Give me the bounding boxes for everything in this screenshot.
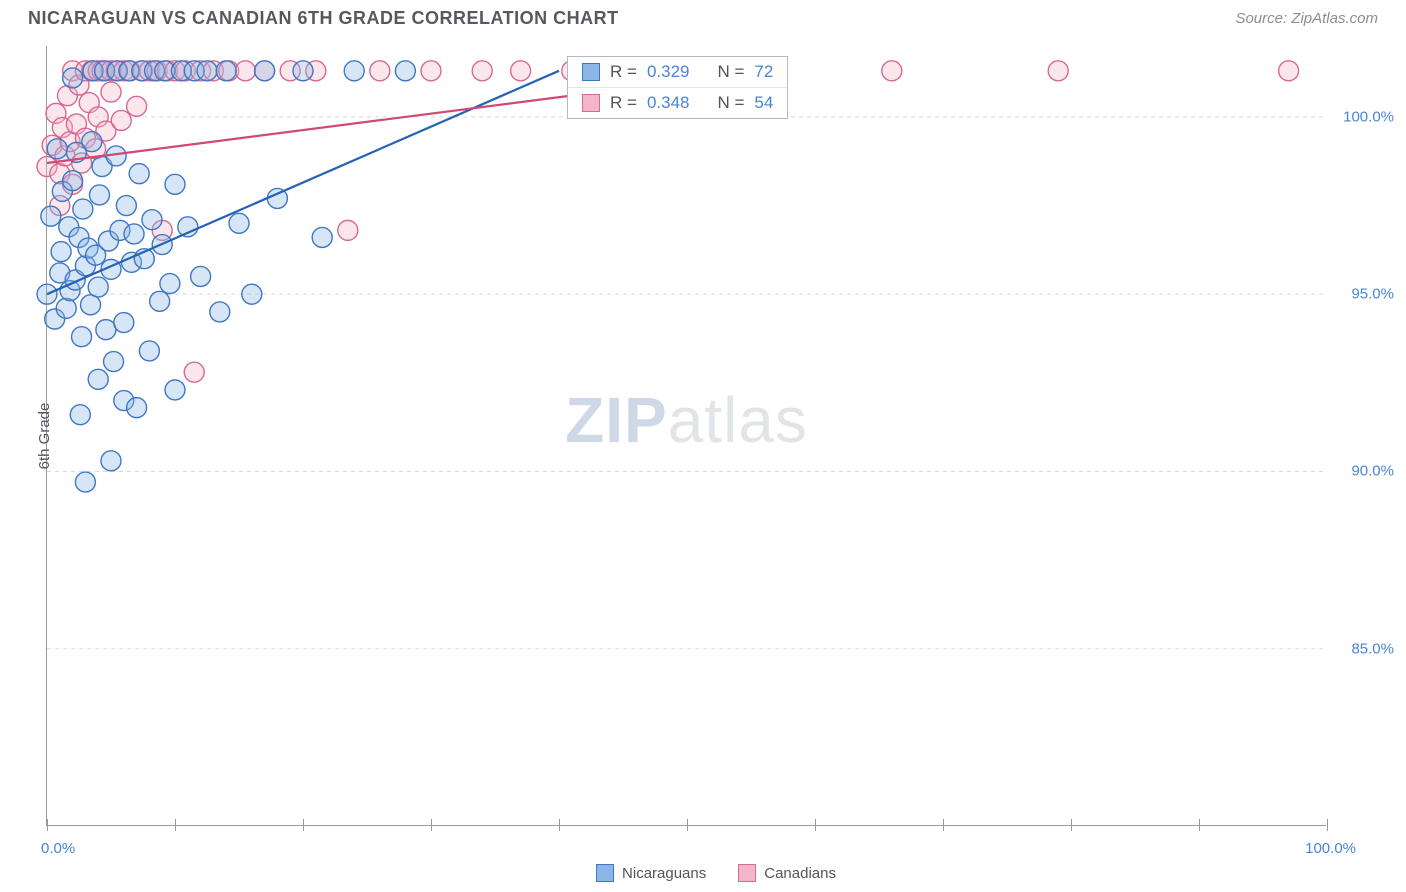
data-point-nicaraguans [114,313,134,333]
x-axis-start-label: 0.0% [41,840,75,857]
data-point-canadians [235,61,255,81]
data-point-canadians [472,61,492,81]
data-point-nicaraguans [72,327,92,347]
chart-title: NICARAGUAN VS CANADIAN 6TH GRADE CORRELA… [28,8,619,29]
chart-container: ZIPatlas 6th Grade 85.0%90.0%95.0%100.0%… [46,46,1386,846]
data-point-nicaraguans [255,61,275,81]
x-tick [1199,819,1200,831]
data-point-nicaraguans [63,171,83,191]
data-point-nicaraguans [88,277,108,297]
trend-line-nicaraguans [47,71,559,294]
data-point-nicaraguans [129,164,149,184]
data-point-canadians [127,96,147,116]
data-point-nicaraguans [142,210,162,230]
data-point-canadians [511,61,531,81]
x-tick [303,819,304,831]
stats-row-canadians: R = 0.348 N = 54 [568,87,787,118]
x-tick [559,819,560,831]
data-point-canadians [370,61,390,81]
x-tick [687,819,688,831]
data-point-nicaraguans [73,199,93,219]
data-point-nicaraguans [127,398,147,418]
data-point-nicaraguans [96,320,116,340]
n-label: N = [717,93,744,113]
x-tick [1071,819,1072,831]
x-axis-end-label: 100.0% [1305,840,1356,857]
data-point-nicaraguans [293,61,313,81]
y-tick-label: 85.0% [1351,640,1394,657]
legend-label-nicaraguans: Nicaraguans [622,865,706,882]
x-tick [175,819,176,831]
legend-item-canadians: Canadians [738,864,836,882]
r-value-canadians: 0.348 [647,93,690,113]
data-point-nicaraguans [312,227,332,247]
data-point-canadians [421,61,441,81]
data-point-nicaraguans [81,295,101,315]
data-point-canadians [1279,61,1299,81]
swatch-nicaraguans [582,63,600,81]
plot-area: ZIPatlas 6th Grade 85.0%90.0%95.0%100.0%… [46,46,1326,826]
data-point-nicaraguans [75,472,95,492]
data-point-nicaraguans [165,380,185,400]
data-point-nicaraguans [104,352,124,372]
data-point-nicaraguans [63,68,83,88]
data-point-nicaraguans [89,185,109,205]
stats-legend-box: R = 0.329 N = 72 R = 0.348 N = 54 [567,56,788,119]
legend-swatch-nicaraguans [596,864,614,882]
swatch-canadians [582,94,600,112]
source-attribution: Source: ZipAtlas.com [1235,10,1378,27]
n-label: N = [717,62,744,82]
data-point-nicaraguans [229,213,249,233]
data-point-nicaraguans [160,274,180,294]
data-point-nicaraguans [56,298,76,318]
data-point-canadians [111,110,131,130]
data-point-nicaraguans [165,174,185,194]
data-point-nicaraguans [124,224,144,244]
scatter-svg [47,46,1327,826]
r-value-nicaraguans: 0.329 [647,62,690,82]
legend-item-nicaraguans: Nicaraguans [596,864,706,882]
y-tick-label: 95.0% [1351,286,1394,303]
x-tick [815,819,816,831]
data-point-canadians [338,220,358,240]
data-point-nicaraguans [191,266,211,286]
data-point-nicaraguans [101,451,121,471]
data-point-nicaraguans [395,61,415,81]
x-tick [431,819,432,831]
r-label: R = [610,62,637,82]
legend-label-canadians: Canadians [764,865,836,882]
x-tick [943,819,944,831]
data-point-nicaraguans [216,61,236,81]
data-point-nicaraguans [47,139,67,159]
data-point-nicaraguans [210,302,230,322]
legend-swatch-canadians [738,864,756,882]
y-tick-label: 90.0% [1351,463,1394,480]
y-tick-label: 100.0% [1343,108,1394,125]
data-point-canadians [882,61,902,81]
data-point-canadians [101,82,121,102]
data-point-nicaraguans [139,341,159,361]
x-tick [1327,819,1328,831]
data-point-nicaraguans [70,405,90,425]
data-point-nicaraguans [150,291,170,311]
data-point-nicaraguans [82,132,102,152]
x-tick [47,819,48,831]
data-point-canadians [1048,61,1068,81]
data-point-nicaraguans [197,61,217,81]
data-point-nicaraguans [88,369,108,389]
data-point-nicaraguans [344,61,364,81]
stats-row-nicaraguans: R = 0.329 N = 72 [568,57,787,87]
data-point-canadians [184,362,204,382]
data-point-nicaraguans [41,206,61,226]
data-point-nicaraguans [116,196,136,216]
series-legend: Nicaraguans Canadians [596,864,836,882]
n-value-nicaraguans: 72 [754,62,773,82]
data-point-nicaraguans [242,284,262,304]
y-axis-label: 6th Grade [36,402,53,469]
n-value-canadians: 54 [754,93,773,113]
r-label: R = [610,93,637,113]
data-point-nicaraguans [51,242,71,262]
